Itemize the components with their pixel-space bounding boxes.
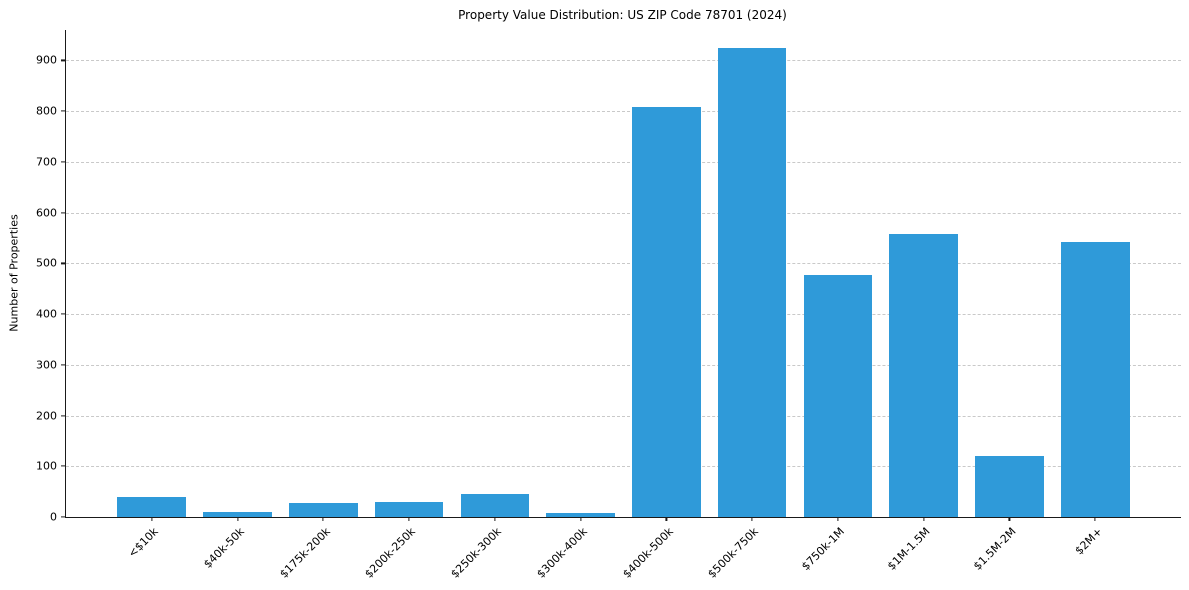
y-tick-mark: [61, 59, 66, 62]
x-tick-mark: [1008, 517, 1011, 521]
bar-7: [717, 47, 787, 517]
bar-5: [546, 512, 615, 517]
y-tick-label: 0: [50, 510, 57, 524]
chart-title: Property Value Distribution: US ZIP Code…: [458, 8, 787, 22]
y-tick-mark: [61, 516, 66, 518]
bar-11: [1060, 242, 1130, 517]
x-tick-mark: [665, 517, 667, 521]
x-tick-label: $40k-50k: [200, 525, 247, 571]
y-tick-label: 100: [36, 459, 57, 473]
gridline-y-400: [66, 314, 1181, 316]
bar-2: [289, 502, 358, 517]
gridline-y-500: [66, 263, 1181, 265]
gridline-y-200: [66, 415, 1181, 417]
y-tick-mark: [61, 212, 66, 214]
y-tick-label: 300: [36, 358, 57, 372]
gridline-y-700: [66, 161, 1181, 163]
bar-1: [203, 511, 272, 517]
y-tick-mark: [61, 364, 66, 366]
bar-0: [117, 496, 187, 517]
y-tick-mark: [61, 262, 66, 264]
x-tick-mark: [923, 517, 925, 521]
x-tick-label: $2M+: [1072, 525, 1105, 558]
gridline-y-600: [66, 212, 1181, 214]
x-tick-label: $200k-250k: [362, 525, 419, 581]
x-tick-mark: [408, 517, 410, 521]
bar-9: [889, 233, 958, 517]
bar-4: [460, 494, 530, 517]
x-tick-mark: [580, 517, 582, 521]
bar-10: [975, 456, 1044, 517]
plot-area: 0 100 200 300 400 500 600 700 800 900 <$10k $40k-50…: [36, 30, 1181, 581]
y-tick-mark: [61, 313, 66, 315]
x-tick-label: <$10k: [125, 525, 161, 561]
x-tick-mark: [151, 517, 153, 521]
y-tick-label: 900: [36, 53, 57, 67]
x-tick-label: $500k-750k: [705, 525, 762, 581]
bar-8: [803, 274, 873, 517]
bar-6: [632, 107, 701, 517]
bar-3: [374, 501, 444, 517]
x-tick-label: $750k-1M: [799, 525, 848, 573]
x-tick-label: $1M-1.5M: [885, 525, 933, 573]
x-tick-label: $300k-400k: [534, 525, 590, 581]
y-tick-label: 600: [36, 206, 57, 220]
y-tick-label: 800: [36, 104, 57, 118]
y-tick-mark: [61, 161, 66, 163]
gridline-y-100: [66, 466, 1181, 468]
gridline-y-300: [66, 364, 1181, 366]
x-tick-mark: [1094, 517, 1096, 521]
y-axis-label: Number of Properties: [7, 214, 21, 332]
x-tick-mark: [494, 517, 496, 521]
y-tick-label: 500: [36, 256, 57, 270]
x-tick-label: $250k-300k: [448, 525, 505, 581]
y-tick-label: 200: [36, 409, 57, 423]
x-tick-mark: [837, 517, 839, 521]
y-tick-mark: [61, 465, 66, 467]
y-tick-label: 700: [36, 155, 57, 169]
x-tick-mark: [322, 517, 324, 521]
x-tick-mark: [751, 517, 753, 521]
x-tick-mark: [236, 517, 239, 521]
y-tick-label: 400: [36, 307, 57, 321]
gridline-y-900: [66, 60, 1181, 62]
x-tick-label: $400k-500k: [619, 525, 676, 581]
x-tick-label: $1.5M-2M: [970, 525, 1019, 573]
x-tick-label: $175k-200k: [276, 525, 333, 581]
y-tick-mark: [61, 110, 66, 112]
gridline-y-800: [66, 111, 1181, 113]
y-tick-mark: [61, 414, 66, 417]
